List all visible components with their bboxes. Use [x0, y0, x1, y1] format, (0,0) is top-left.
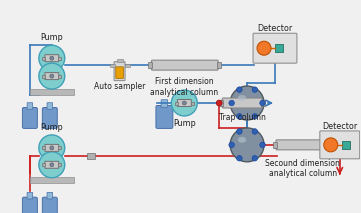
- Bar: [217, 62, 221, 68]
- Circle shape: [252, 114, 258, 119]
- FancyBboxPatch shape: [42, 197, 57, 213]
- Bar: [219, 100, 223, 106]
- Circle shape: [260, 100, 265, 106]
- Circle shape: [39, 63, 65, 89]
- FancyBboxPatch shape: [47, 192, 53, 199]
- FancyBboxPatch shape: [27, 103, 33, 109]
- Circle shape: [236, 87, 242, 92]
- Bar: [58, 57, 61, 60]
- Bar: [87, 153, 95, 159]
- Circle shape: [50, 74, 54, 78]
- Bar: [58, 163, 61, 166]
- Bar: [191, 102, 194, 105]
- Bar: [275, 44, 283, 52]
- FancyBboxPatch shape: [156, 105, 173, 128]
- Ellipse shape: [238, 137, 246, 143]
- FancyBboxPatch shape: [22, 197, 37, 213]
- FancyBboxPatch shape: [47, 103, 53, 109]
- Circle shape: [39, 152, 65, 178]
- Circle shape: [216, 100, 222, 106]
- Text: Auto sampler: Auto sampler: [94, 82, 145, 91]
- FancyBboxPatch shape: [152, 60, 218, 70]
- Circle shape: [230, 128, 264, 162]
- Circle shape: [252, 129, 258, 134]
- Text: Trap column: Trap column: [219, 113, 266, 122]
- Circle shape: [324, 138, 338, 152]
- FancyBboxPatch shape: [114, 62, 125, 81]
- Text: Secound dimension
analytical column: Secound dimension analytical column: [265, 159, 340, 178]
- Circle shape: [252, 155, 258, 161]
- Circle shape: [171, 90, 197, 116]
- Bar: [110, 64, 114, 67]
- Circle shape: [39, 135, 65, 161]
- Circle shape: [236, 114, 242, 119]
- FancyBboxPatch shape: [45, 73, 59, 80]
- Text: Pump: Pump: [40, 33, 63, 42]
- Bar: [30, 89, 74, 95]
- FancyBboxPatch shape: [45, 161, 59, 168]
- Circle shape: [229, 142, 234, 148]
- Circle shape: [236, 155, 242, 161]
- FancyBboxPatch shape: [116, 67, 123, 78]
- Circle shape: [260, 142, 265, 148]
- Text: Pump: Pump: [173, 119, 196, 128]
- Bar: [273, 142, 277, 148]
- Bar: [42, 163, 45, 166]
- FancyBboxPatch shape: [45, 55, 59, 62]
- Circle shape: [50, 163, 54, 167]
- Text: Detector: Detector: [257, 24, 293, 33]
- Circle shape: [230, 86, 264, 120]
- FancyBboxPatch shape: [276, 140, 330, 150]
- Circle shape: [50, 146, 54, 150]
- Circle shape: [252, 87, 258, 92]
- Bar: [261, 100, 265, 106]
- Text: Pump: Pump: [40, 123, 63, 132]
- Bar: [42, 146, 45, 149]
- Bar: [58, 146, 61, 149]
- FancyBboxPatch shape: [253, 33, 297, 63]
- Ellipse shape: [238, 95, 246, 101]
- Bar: [42, 57, 45, 60]
- FancyBboxPatch shape: [42, 108, 57, 128]
- Bar: [30, 177, 74, 183]
- Bar: [329, 142, 333, 148]
- Text: First dimension
analytical column: First dimension analytical column: [150, 77, 218, 96]
- FancyBboxPatch shape: [222, 98, 262, 108]
- FancyBboxPatch shape: [22, 108, 37, 128]
- Bar: [58, 75, 61, 78]
- Bar: [148, 62, 152, 68]
- FancyBboxPatch shape: [27, 192, 33, 199]
- Circle shape: [229, 100, 234, 106]
- Text: Detector: Detector: [322, 122, 357, 131]
- FancyBboxPatch shape: [45, 144, 59, 151]
- Circle shape: [39, 45, 65, 71]
- Bar: [125, 64, 130, 67]
- FancyBboxPatch shape: [320, 131, 360, 159]
- Bar: [175, 102, 178, 105]
- Circle shape: [236, 129, 242, 134]
- FancyBboxPatch shape: [161, 100, 168, 107]
- Bar: [342, 141, 350, 149]
- Bar: [42, 75, 45, 78]
- Circle shape: [257, 41, 271, 55]
- Bar: [117, 59, 122, 62]
- Circle shape: [182, 101, 186, 105]
- Circle shape: [50, 56, 54, 60]
- FancyBboxPatch shape: [177, 99, 191, 106]
